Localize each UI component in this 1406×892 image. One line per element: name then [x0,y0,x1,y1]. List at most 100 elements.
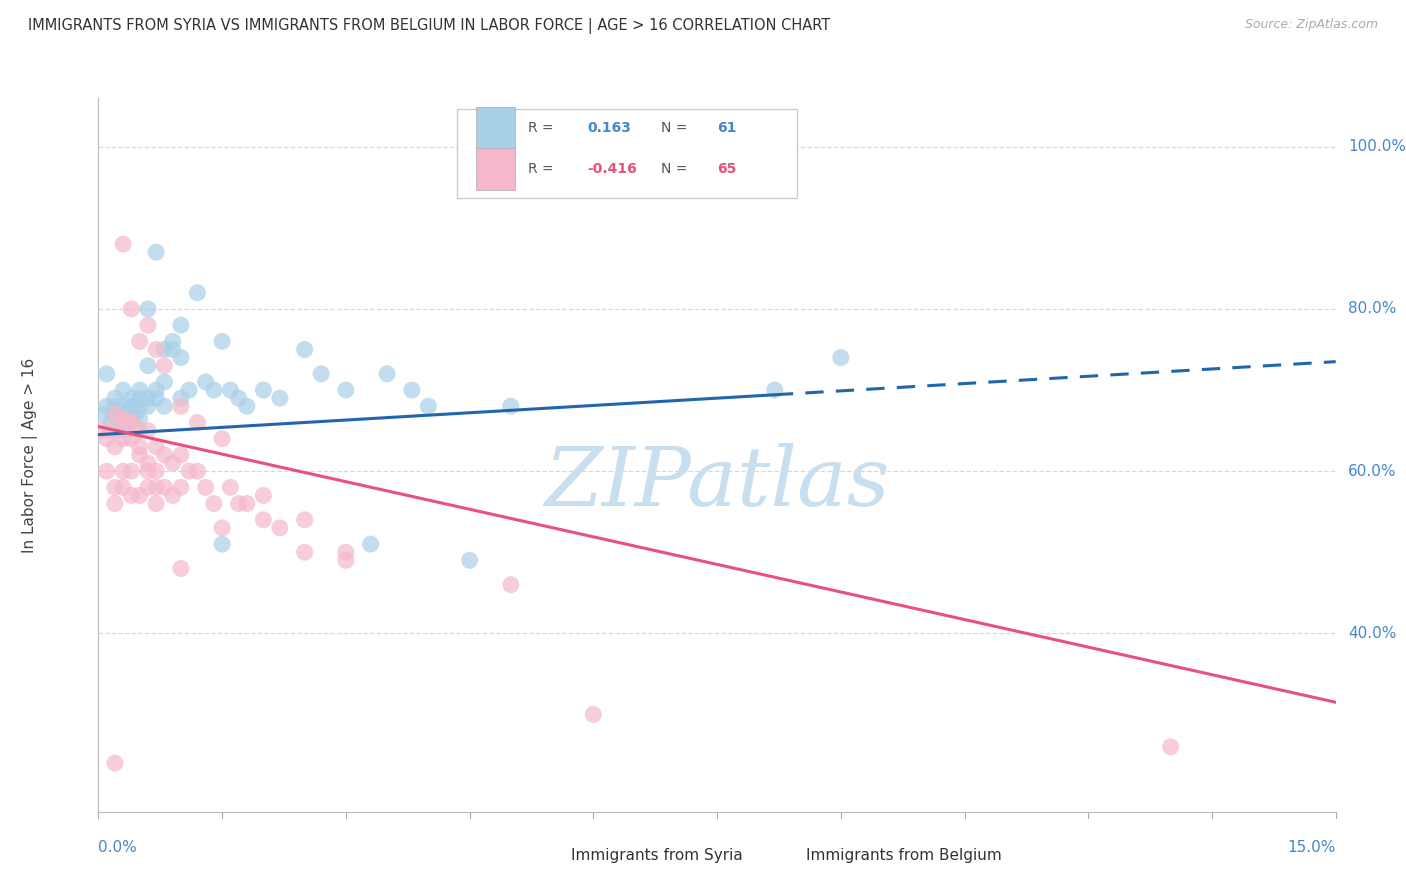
Point [145,497,167,511]
Point [228,391,250,405]
Text: 40.0%: 40.0% [1348,626,1396,640]
Point [162,334,184,349]
Point [252,488,274,502]
FancyBboxPatch shape [475,106,516,149]
Point [128,391,150,405]
Point [136,456,159,470]
Point [170,399,193,413]
Point [360,537,382,551]
Point [1160,739,1182,754]
Point [104,408,127,422]
Point [91,408,114,422]
Point [120,464,142,478]
Point [145,464,167,478]
Point [120,411,142,425]
Point [186,416,208,430]
Point [153,448,176,462]
Point [830,351,852,365]
Point [108,424,131,438]
Point [153,343,176,357]
Point [145,245,167,260]
Point [112,464,135,478]
Point [128,440,150,454]
Point [104,756,127,770]
Point [186,285,208,300]
Point [211,432,233,446]
Point [128,334,150,349]
Point [211,521,233,535]
Point [104,440,127,454]
Point [162,343,184,357]
Text: N =: N = [661,162,692,176]
Point [170,561,193,575]
Point [112,408,135,422]
Point [112,411,135,425]
Point [112,480,135,494]
Text: 15.0%: 15.0% [1288,840,1336,855]
Point [153,359,176,373]
Text: 0.163: 0.163 [588,121,631,135]
Point [145,383,167,397]
Point [128,424,150,438]
Point [335,383,357,397]
Text: -0.416: -0.416 [588,162,637,176]
Point [418,399,440,413]
Point [252,383,274,397]
Point [112,383,135,397]
Point [120,488,142,502]
Point [104,480,127,494]
FancyBboxPatch shape [773,846,800,867]
Point [136,391,159,405]
Point [136,399,159,413]
Point [128,399,150,413]
Point [294,343,316,357]
Point [219,480,242,494]
Point [136,318,159,333]
Point [458,553,481,567]
Point [96,367,118,381]
Point [194,480,217,494]
Point [153,375,176,389]
Point [100,424,122,438]
Text: IMMIGRANTS FROM SYRIA VS IMMIGRANTS FROM BELGIUM IN LABOR FORCE | AGE > 16 CORRE: IMMIGRANTS FROM SYRIA VS IMMIGRANTS FROM… [28,18,831,34]
Point [120,416,142,430]
Point [170,351,193,365]
Text: N =: N = [661,121,692,135]
Point [499,577,522,591]
Point [763,383,786,397]
Text: Immigrants from Syria: Immigrants from Syria [571,848,742,863]
Point [120,399,142,413]
Text: Source: ZipAtlas.com: Source: ZipAtlas.com [1244,18,1378,31]
Point [128,448,150,462]
Point [96,464,118,478]
Point [104,399,127,413]
Text: R =: R = [527,121,558,135]
Point [112,416,135,430]
Point [211,537,233,551]
FancyBboxPatch shape [457,109,797,198]
Text: R =: R = [527,162,558,176]
Point [499,399,522,413]
Point [202,383,225,397]
Point [145,440,167,454]
Point [375,367,398,381]
Point [128,383,150,397]
Point [170,318,193,333]
Point [236,399,259,413]
Point [582,707,605,722]
Point [96,432,118,446]
Text: 60.0%: 60.0% [1348,464,1396,479]
Text: 100.0%: 100.0% [1348,139,1406,154]
Point [153,480,176,494]
Point [401,383,423,397]
Point [136,359,159,373]
Point [136,464,159,478]
Point [294,513,316,527]
Point [179,383,201,397]
Point [194,375,217,389]
Point [104,497,127,511]
Point [112,399,135,413]
Point [91,424,114,438]
Point [112,408,135,422]
Point [145,480,167,494]
